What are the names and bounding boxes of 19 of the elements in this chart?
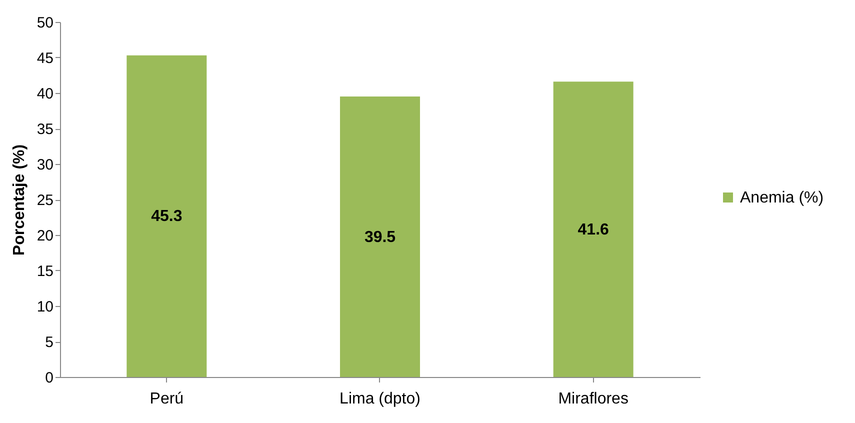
data-label: 41.6 [578,221,610,238]
legend-label: Anemia (%) [740,190,824,206]
y-tick-label: 15 [36,263,54,280]
y-tick-label: 35 [36,121,54,138]
y-tick-label: 45 [36,50,54,67]
data-label: 39.5 [364,228,396,246]
x-tick-label: Perú [150,390,184,408]
y-tick-label: 30 [36,156,54,174]
y-tick-label: 0 [45,370,54,386]
y-tick-label: 20 [36,228,54,244]
y-tick-label: 10 [36,298,54,316]
y-tick-label: 40 [36,86,54,102]
data-label: 45.3 [151,208,182,226]
y-axis-title: Porcentaje (%) [10,144,28,256]
y-tick-label: 5 [45,334,54,351]
x-tick-label: Lima (dpto) [340,390,420,408]
y-tick-label: 50 [36,14,54,32]
y-tick-label: 25 [36,192,54,209]
x-tick-label: Miraflores [558,390,628,408]
